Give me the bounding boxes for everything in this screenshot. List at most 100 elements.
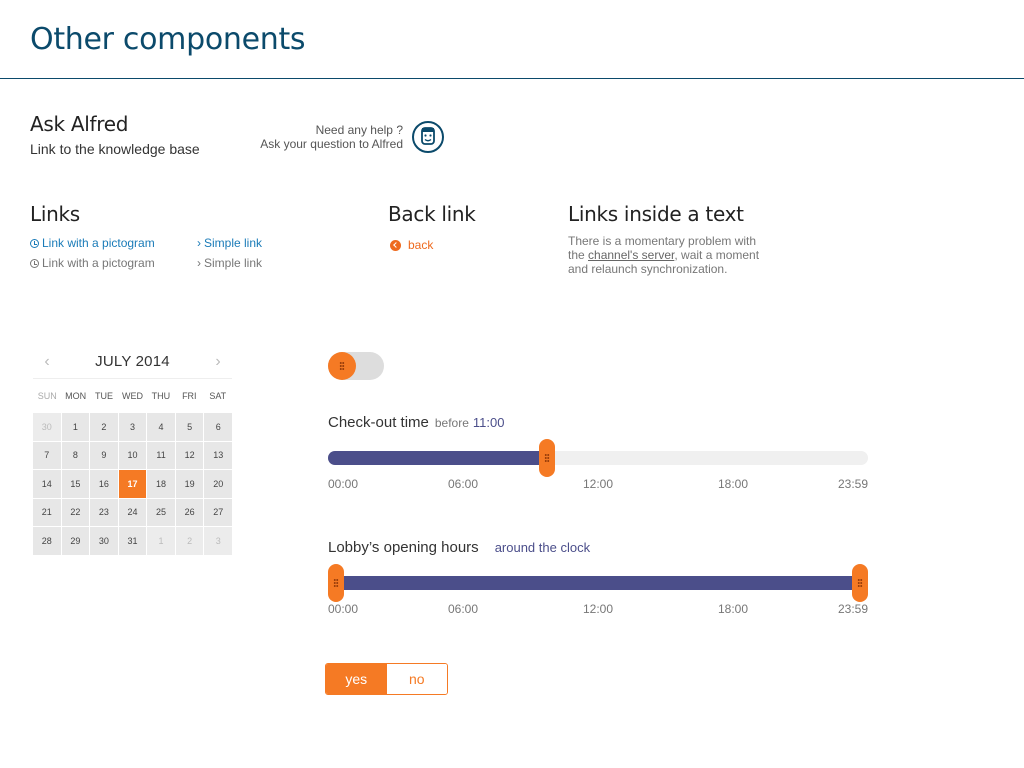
calendar-day[interactable]: 11	[147, 441, 175, 469]
calendar-day[interactable]: 5	[175, 413, 204, 441]
title-divider	[0, 78, 1024, 79]
ask-alfred-title: Ask Alfred	[30, 112, 129, 136]
checkout-slider-label: Check-out time before 11:00	[328, 414, 504, 431]
calendar: ‹ JULY 2014 › SUN MON TUE WED THU FRI SAT 30 1 2…	[33, 345, 232, 555]
calendar-day[interactable]: 28	[33, 527, 61, 555]
calendar-day[interactable]: 29	[61, 527, 90, 555]
weekday-sun: SUN	[37, 391, 57, 401]
calendar-day[interactable]: 20	[204, 470, 232, 498]
checkout-slider-handle[interactable]	[539, 439, 556, 477]
calendar-day[interactable]: 17	[118, 470, 147, 498]
calendar-day[interactable]: 6	[204, 413, 232, 441]
channel-server-link[interactable]: channel's server	[588, 248, 675, 262]
lobby-slider-handle-to[interactable]	[852, 564, 868, 602]
calendar-day[interactable]: 24	[118, 498, 147, 526]
calendar-day[interactable]: 23	[90, 498, 118, 526]
pictogram-link-inactive[interactable]: Link with a pictogram	[30, 256, 155, 270]
lobby-label: Lobby’s opening hours	[328, 539, 479, 556]
tick-label: 23:59	[837, 602, 868, 616]
lobby-slider-label: Lobby’s opening hours around the clock	[328, 539, 590, 556]
checkout-slider-track[interactable]	[328, 439, 868, 477]
tick-label: 00:00	[328, 602, 359, 616]
chevron-right-icon[interactable]: ›	[215, 352, 221, 370]
help-prompt[interactable]: Need any help ? Ask your question to Alf…	[230, 123, 403, 151]
calendar-day[interactable]: 2	[90, 413, 118, 441]
calendar-day[interactable]: 8	[61, 441, 90, 469]
ask-alfred-subtitle: Link to the knowledge base	[30, 141, 200, 157]
back-link-label: back	[408, 238, 434, 252]
calendar-day[interactable]: 30	[33, 413, 61, 441]
help-line-1: Need any help ?	[315, 123, 403, 137]
tick-label: 06:00	[447, 602, 479, 616]
calendar-day[interactable]: 16	[90, 470, 118, 498]
checkout-slider-fill	[328, 451, 548, 465]
toggle-switch[interactable]	[328, 352, 384, 380]
grip-icon	[333, 578, 339, 588]
calendar-day[interactable]: 22	[61, 498, 90, 526]
calendar-day[interactable]: 13	[204, 441, 232, 469]
checkout-label: Check-out time	[328, 414, 429, 431]
weekday-mon: MON	[65, 391, 87, 401]
calendar-day[interactable]: 30	[90, 527, 118, 555]
calendar-grid: 30 1 2 3 4 5 6 7 8 9 10 11 12 13 14 15 16 17 18 19 20 21 22 23 2…	[33, 413, 232, 555]
robot-face-icon[interactable]	[412, 121, 444, 153]
checkout-value: 11:00	[472, 415, 505, 430]
simple-link-inactive[interactable]: › Simple link	[197, 256, 262, 270]
calendar-day[interactable]: 26	[175, 498, 204, 526]
weekday-tue: TUE	[95, 391, 114, 401]
calendar-weekdays: SUN MON TUE WED THU FRI SAT	[33, 379, 232, 413]
calendar-day[interactable]: 18	[147, 470, 175, 498]
yes-button[interactable]: yes	[326, 664, 387, 694]
calendar-day[interactable]: 3	[204, 527, 232, 555]
checkout-slider-ticks: 00:00 06:00 12:00 18:00 23:59	[328, 477, 868, 491]
grip-icon	[544, 453, 550, 463]
pictogram-link-active-label: Link with a pictogram	[42, 236, 155, 250]
calendar-day[interactable]: 10	[118, 441, 147, 469]
calendar-day[interactable]: 25	[147, 498, 175, 526]
calendar-day[interactable]: 31	[118, 527, 147, 555]
calendar-day[interactable]: 1	[147, 527, 175, 555]
simple-link-active-label: Simple link	[204, 236, 263, 250]
calendar-day[interactable]: 1	[61, 413, 90, 441]
back-arrow-icon	[390, 239, 401, 251]
pictogram-link-inactive-label: Link with a pictogram	[42, 256, 155, 270]
grip-icon	[339, 361, 345, 371]
calendar-day[interactable]: 27	[204, 498, 232, 526]
inline-links-title: Links inside a text	[568, 202, 744, 226]
calendar-day[interactable]: 9	[90, 441, 118, 469]
lobby-slider-handle-from[interactable]	[328, 564, 344, 602]
simple-link-active[interactable]: › Simple link	[197, 236, 262, 250]
clock-icon	[30, 258, 39, 268]
weekday-sat: SAT	[209, 391, 227, 401]
back-link[interactable]: back	[390, 238, 433, 252]
calendar-day[interactable]: 7	[33, 441, 61, 469]
toggle-knob[interactable]	[328, 352, 356, 380]
calendar-header: ‹ JULY 2014 ›	[33, 345, 232, 379]
inline-text-after: , wait a moment and relaunch synchroniza…	[568, 248, 760, 276]
tick-label: 18:00	[717, 602, 749, 616]
calendar-day[interactable]: 21	[33, 498, 61, 526]
calendar-day[interactable]: 19	[175, 470, 204, 498]
calendar-day[interactable]: 15	[61, 470, 90, 498]
page-title: Other components	[30, 22, 306, 57]
no-button[interactable]: no	[386, 664, 447, 694]
tick-label: 18:00	[717, 477, 749, 491]
weekday-wed: WED	[121, 391, 143, 401]
lobby-slider-fill	[336, 576, 860, 590]
calendar-day[interactable]: 12	[175, 441, 204, 469]
calendar-day[interactable]: 14	[33, 470, 61, 498]
links-title: Links	[30, 202, 80, 226]
inline-text-before: There is a momentary problem with the	[568, 234, 757, 262]
lobby-slider-track[interactable]	[328, 564, 868, 602]
calendar-day[interactable]: 2	[175, 527, 204, 555]
calendar-day[interactable]: 3	[118, 413, 147, 441]
checkout-qualifier: before	[434, 416, 469, 430]
pictogram-link-active[interactable]: Link with a pictogram	[30, 236, 155, 250]
chevron-left-icon[interactable]: ‹	[44, 352, 50, 370]
tick-label: 12:00	[582, 602, 614, 616]
grip-icon	[857, 578, 863, 588]
inline-links-paragraph: There is a momentary problem with the ch…	[568, 234, 768, 276]
calendar-month: JULY 2014	[95, 353, 170, 370]
calendar-day[interactable]: 4	[147, 413, 175, 441]
back-link-title: Back link	[388, 202, 476, 226]
